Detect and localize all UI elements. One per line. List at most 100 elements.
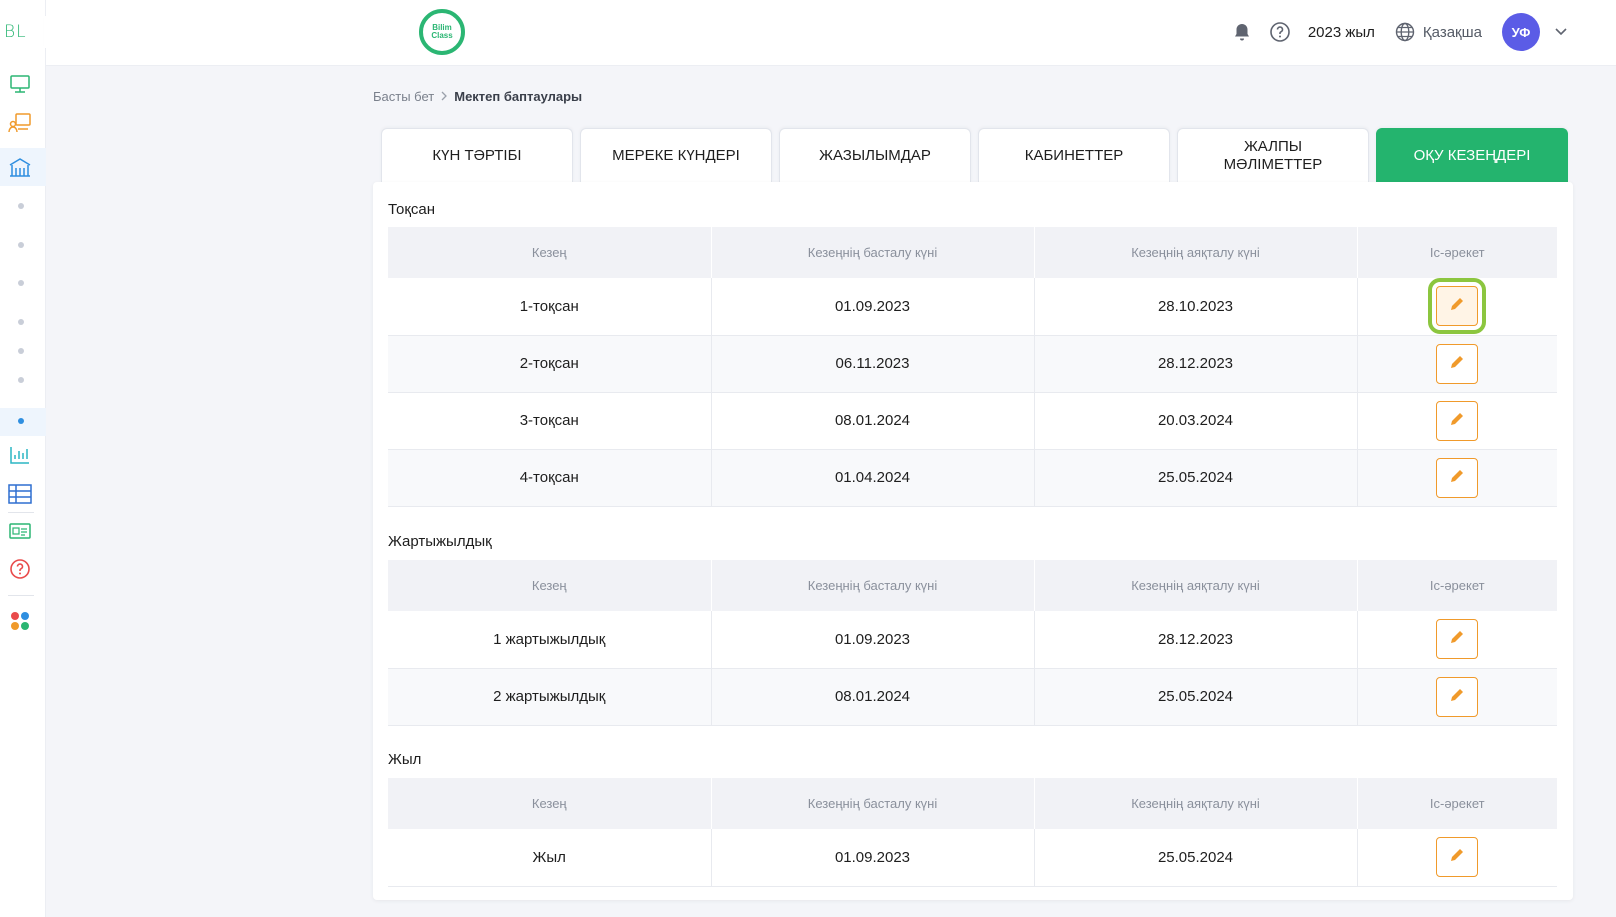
monitor-icon[interactable]: [6, 70, 34, 98]
sidebar-active-row: [0, 148, 46, 186]
period-name: 4-тоқсан: [388, 449, 712, 507]
bar-chart-icon[interactable]: [6, 441, 34, 469]
column-header-action: Іс-әрекет: [1357, 560, 1557, 611]
table-icon[interactable]: [6, 480, 34, 508]
brand-text-line1: Bilim: [432, 23, 452, 32]
sidebar-subitem-dot[interactable]: [18, 348, 24, 354]
end-date: 28.12.2023: [1034, 611, 1358, 669]
table-row: Жыл 01.09.2023 25.05.2024: [388, 829, 1557, 887]
period-name: 1-тоқсан: [388, 278, 712, 336]
end-date: 25.05.2024: [1034, 668, 1358, 726]
edit-button[interactable]: [1436, 676, 1479, 717]
pencil-icon: [1449, 411, 1465, 431]
chevron-down-icon[interactable]: [1554, 25, 1568, 39]
section-title-quarter: Тоқсан: [388, 201, 436, 218]
column-header-start: Кезеңнің басталу күні: [711, 560, 1035, 611]
column-header-period: Кезең: [388, 227, 712, 278]
header-actions: 2023 жыл Қазақша УФ: [1230, 12, 1568, 52]
start-date: 01.04.2024: [711, 449, 1035, 507]
edit-button[interactable]: [1436, 457, 1479, 498]
sidebar: BL ›: [0, 0, 70, 917]
period-name: 3-тоқсан: [388, 392, 712, 450]
pencil-icon: [1449, 296, 1465, 316]
start-date: 06.11.2023: [711, 335, 1035, 393]
study-periods-card: Тоқсан Кезең Кезеңнің басталу күні Кезең…: [373, 182, 1573, 900]
column-header-action: Іс-әрекет: [1357, 778, 1557, 829]
column-header-end: Кезеңнің аяқталу күні: [1034, 227, 1358, 278]
column-header-start: Кезеңнің басталу күні: [711, 227, 1035, 278]
pencil-icon: [1449, 687, 1465, 707]
start-date: 01.09.2023: [711, 278, 1035, 336]
top-header: Bilim Class 2023 жыл Қазақша УФ: [46, 0, 1616, 66]
sidebar-divider: [8, 512, 34, 513]
sidebar-subitem-dot[interactable]: [18, 203, 24, 209]
column-header-period: Кезең: [388, 778, 712, 829]
sidebar-subitem-dot[interactable]: [18, 280, 24, 286]
pencil-icon: [1449, 847, 1465, 867]
settings-tabs: КҮН ТӘРТІБІ МЕРЕКЕ КҮНДЕРІ ЖАЗЫЛЫМДАР КА…: [381, 128, 1568, 182]
table-row: 2 жартыжылдық 08.01.2024 25.05.2024: [388, 668, 1557, 726]
year-table: Кезең Кезеңнің басталу күні Кезеңнің аяқ…: [388, 778, 1557, 887]
period-name: 2-тоқсан: [388, 335, 712, 393]
tab-classrooms[interactable]: КАБИНЕТТЕР: [978, 128, 1170, 182]
table-header-row: Кезең Кезеңнің басталу күні Кезеңнің аяқ…: [388, 560, 1557, 611]
bilimclass-logo[interactable]: Bilim Class: [419, 9, 465, 55]
half-year-table: Кезең Кезеңнің басталу күні Кезеңнің аяқ…: [388, 560, 1557, 726]
school-building-icon[interactable]: [6, 153, 34, 181]
user-avatar[interactable]: УФ: [1502, 13, 1540, 51]
tab-holidays[interactable]: МЕРЕКЕ КҮНДЕРІ: [580, 128, 772, 182]
tab-subscriptions[interactable]: ЖАЗЫЛЫМДАР: [779, 128, 971, 182]
table-row: 1 жартыжылдық 01.09.2023 28.12.2023: [388, 611, 1557, 669]
period-name: 1 жартыжылдық: [388, 611, 712, 669]
section-title-half-year: Жартыжылдық: [388, 533, 492, 550]
edit-button[interactable]: [1436, 400, 1479, 441]
start-date: 01.09.2023: [711, 611, 1035, 669]
end-date: 25.05.2024: [1034, 449, 1358, 507]
sidebar-subitem-dot-active[interactable]: [18, 418, 24, 424]
section-title-year: Жыл: [388, 751, 422, 768]
language-selector[interactable]: Қазақша: [1393, 20, 1482, 44]
edit-button[interactable]: [1436, 343, 1479, 384]
academic-year-selector[interactable]: 2023 жыл: [1307, 23, 1375, 41]
end-date: 25.05.2024: [1034, 829, 1358, 887]
tab-general-info[interactable]: ЖАЛПЫ МӘЛІМЕТТЕР: [1177, 128, 1369, 182]
end-date: 28.12.2023: [1034, 335, 1358, 393]
help-circle-icon[interactable]: [6, 555, 34, 583]
sidebar-logo[interactable]: BL: [4, 22, 27, 42]
table-header-row: Кезең Кезеңнің басталу күні Кезеңнің аяқ…: [388, 227, 1557, 278]
teacher-board-icon[interactable]: [6, 109, 34, 137]
sidebar-divider: [8, 595, 34, 596]
end-date: 28.10.2023: [1034, 278, 1358, 336]
edit-button[interactable]: [1436, 837, 1479, 878]
tab-study-periods[interactable]: ОҚУ КЕЗЕҢДЕРІ: [1376, 128, 1568, 182]
period-name: Жыл: [388, 829, 712, 887]
apps-grid-icon[interactable]: [6, 607, 34, 635]
tab-daily-schedule[interactable]: КҮН ТӘРТІБІ: [381, 128, 573, 182]
start-date: 08.01.2024: [711, 668, 1035, 726]
table-header-row: Кезең Кезеңнің басталу күні Кезеңнің аяқ…: [388, 778, 1557, 829]
language-label: Қазақша: [1422, 23, 1482, 41]
column-header-start: Кезеңнің басталу күні: [711, 778, 1035, 829]
column-header-period: Кезең: [388, 560, 712, 611]
sidebar-subitem-dot[interactable]: [18, 242, 24, 248]
globe-icon: [1393, 20, 1417, 44]
brand-text-line2: Class: [431, 31, 453, 40]
pencil-icon: [1449, 629, 1465, 649]
breadcrumb-current: Мектеп баптаулары: [454, 89, 583, 104]
quarter-table: Кезең Кезеңнің басталу күні Кезеңнің аяқ…: [388, 227, 1557, 507]
edit-button[interactable]: [1436, 619, 1479, 660]
start-date: 01.09.2023: [711, 829, 1035, 887]
column-header-end: Кезеңнің аяқталу күні: [1034, 778, 1358, 829]
sidebar-subitem-dot[interactable]: [18, 377, 24, 383]
table-row: 2-тоқсан 06.11.2023 28.12.2023: [388, 335, 1557, 393]
help-icon[interactable]: [1268, 20, 1292, 44]
bell-icon[interactable]: [1230, 20, 1254, 44]
end-date: 20.03.2024: [1034, 392, 1358, 450]
sidebar-subitem-dot[interactable]: [18, 319, 24, 325]
id-card-icon[interactable]: [6, 517, 34, 545]
edit-button[interactable]: [1428, 278, 1487, 335]
chevron-right-icon: [440, 89, 448, 104]
breadcrumb-home-link[interactable]: Басты бет: [373, 89, 435, 104]
start-date: 08.01.2024: [711, 392, 1035, 450]
column-header-action: Іс-әрекет: [1357, 227, 1557, 278]
